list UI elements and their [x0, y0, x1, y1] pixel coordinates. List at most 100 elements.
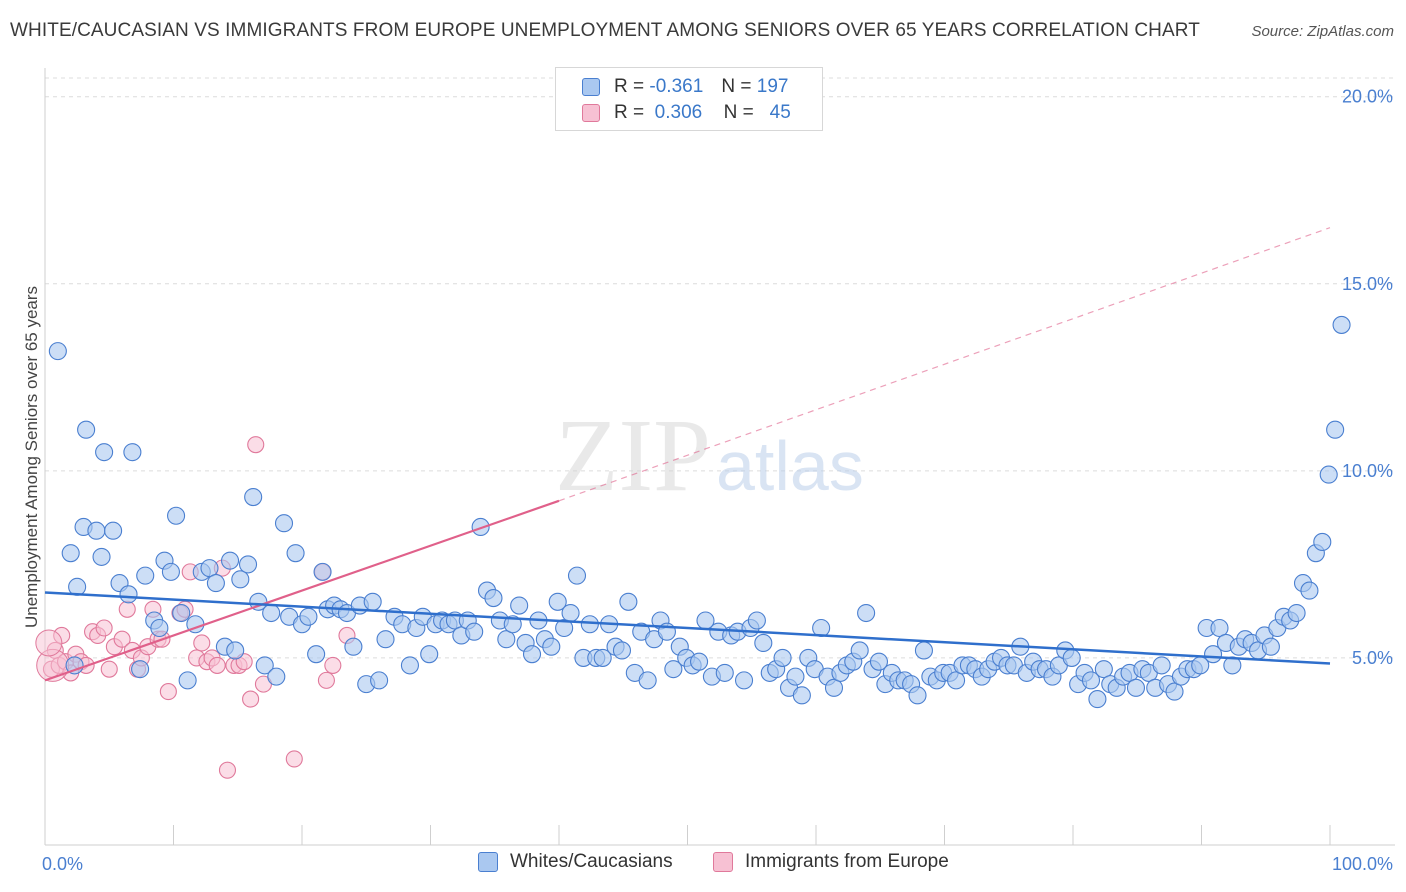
- data-point-whites: [612, 641, 632, 660]
- data-point-whites: [824, 678, 844, 697]
- data-point-whites: [638, 671, 657, 690]
- data-point-whites: [238, 555, 258, 574]
- legend-item-whites[interactable]: Whites/Caucasians: [478, 851, 673, 873]
- trend-line-whites: [44, 591, 1331, 665]
- data-point-whites: [510, 596, 529, 615]
- data-point-immigrants: [324, 656, 342, 674]
- data-point-immigrants: [193, 634, 211, 652]
- data-point-whites: [914, 641, 933, 660]
- data-point-immigrants: [242, 690, 260, 708]
- data-point-whites: [734, 671, 754, 690]
- data-point-whites: [400, 656, 419, 675]
- data-point-whites: [1152, 656, 1171, 675]
- legend-row-whites: R = -0.361 N = 197: [582, 74, 788, 100]
- data-point-whites: [262, 603, 281, 623]
- y-tick-labels: 5.0% 10.0% 15.0% 20.0%: [1342, 87, 1393, 668]
- data-point-whites: [161, 562, 180, 581]
- legend-label: Whites/Caucasians: [510, 851, 673, 872]
- data-point-whites: [593, 648, 612, 667]
- data-point-whites: [376, 630, 395, 649]
- data-point-immigrants: [100, 660, 118, 678]
- data-point-whites: [1300, 581, 1319, 600]
- data-point-whites: [857, 603, 876, 623]
- data-point-whites: [484, 589, 503, 608]
- data-point-whites: [522, 645, 542, 664]
- data-point-whites: [1088, 690, 1107, 709]
- data-point-whites: [567, 566, 587, 585]
- data-point-immigrants: [285, 750, 303, 768]
- data-point-whites: [313, 562, 332, 581]
- legend-row-immigrants: R = 0.306 N = 45: [582, 100, 791, 126]
- n-label: N =: [721, 76, 752, 97]
- n-label: N =: [723, 102, 754, 123]
- legend-item-immigrants[interactable]: Immigrants from Europe: [713, 851, 949, 873]
- data-point-whites: [231, 570, 250, 589]
- data-point-whites: [150, 618, 169, 638]
- data-point-immigrants: [159, 683, 177, 701]
- data-point-immigrants: [208, 656, 226, 674]
- data-point-whites: [786, 667, 805, 686]
- watermark-zip: ZIP: [555, 398, 711, 513]
- data-point-whites: [77, 420, 96, 439]
- source-label: Source: ZipAtlas.com: [1251, 23, 1394, 40]
- data-point-whites: [255, 656, 274, 675]
- data-point-whites: [497, 630, 516, 649]
- data-point-whites: [119, 585, 138, 604]
- blue-swatch-icon: [582, 78, 600, 96]
- y-tick-label: 10.0%: [1342, 461, 1393, 481]
- data-point-immigrants: [118, 600, 136, 618]
- data-point-immigrants: [218, 761, 237, 779]
- data-point-whites: [226, 641, 245, 660]
- data-point-whites: [1319, 465, 1338, 484]
- data-point-whites: [220, 551, 240, 570]
- data-point-whites: [1313, 532, 1332, 551]
- r-label: R =: [614, 102, 645, 123]
- data-point-whites: [690, 652, 709, 671]
- bottom-legend: Whites/Caucasians Immigrants from Europe: [0, 851, 1406, 877]
- data-point-whites: [1126, 678, 1146, 697]
- y-tick-label: 15.0%: [1342, 274, 1393, 294]
- x-tick-label: 100.0%: [1332, 854, 1393, 874]
- data-point-whites: [299, 607, 318, 626]
- data-point-whites: [1326, 420, 1345, 439]
- legend-label: Immigrants from Europe: [745, 851, 949, 872]
- data-point-whites: [1332, 315, 1351, 334]
- r-value: -0.361: [649, 76, 704, 97]
- data-point-whites: [1287, 603, 1306, 623]
- data-point-whites: [48, 342, 67, 361]
- data-point-whites: [747, 611, 766, 630]
- data-point-whites: [178, 671, 197, 690]
- watermark: ZIP atlas: [555, 398, 864, 513]
- data-point-whites: [136, 566, 155, 585]
- n-value: 197: [756, 76, 789, 97]
- data-point-whites: [1261, 637, 1280, 656]
- data-point-whites: [869, 652, 889, 671]
- data-point-whites: [363, 592, 382, 611]
- watermark-atlas: atlas: [716, 427, 864, 505]
- y-axis-label: Unemployment Among Seniors over 65 years: [22, 286, 41, 628]
- x-tick-labels: 0.0% 100.0%: [42, 854, 1393, 874]
- data-point-whites: [167, 506, 186, 525]
- data-point-whites: [92, 547, 111, 566]
- data-point-whites: [1094, 660, 1113, 679]
- data-point-whites: [200, 559, 219, 578]
- data-point-whites: [172, 603, 191, 623]
- stats-legend: R = -0.361 N = 197 R = 0.306 N = 45: [555, 67, 823, 131]
- pink-swatch-icon: [582, 104, 600, 122]
- data-point-whites: [61, 544, 80, 563]
- data-point-whites: [274, 514, 294, 533]
- data-point-whites: [561, 603, 580, 623]
- data-point-whites: [1165, 682, 1184, 701]
- data-point-immigrants: [113, 630, 131, 648]
- data-point-whites: [947, 671, 966, 690]
- chart-title: WHITE/CAUCASIAN VS IMMIGRANTS FROM EUROP…: [10, 20, 1200, 41]
- data-point-whites: [1081, 671, 1101, 690]
- blue-swatch-icon: [478, 852, 498, 872]
- data-point-whites: [792, 686, 811, 705]
- data-point-whites: [95, 443, 114, 462]
- data-point-whites: [542, 637, 561, 656]
- x-tick-label: 0.0%: [42, 854, 83, 874]
- data-point-whites: [370, 671, 389, 690]
- data-point-whites: [850, 641, 869, 660]
